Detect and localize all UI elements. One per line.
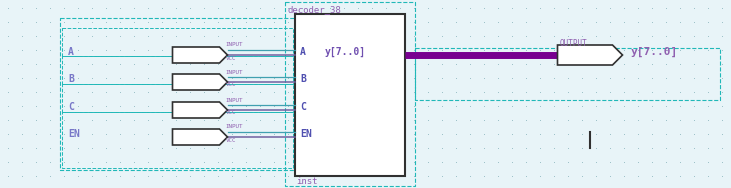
Polygon shape bbox=[558, 45, 623, 65]
Text: INPUT: INPUT bbox=[225, 98, 243, 102]
Polygon shape bbox=[173, 102, 227, 118]
Bar bbox=[295, 14, 405, 176]
Text: A: A bbox=[68, 47, 74, 57]
Text: OUTPUT: OUTPUT bbox=[559, 39, 587, 49]
Text: INPUT: INPUT bbox=[225, 124, 243, 130]
Text: INPUT: INPUT bbox=[225, 70, 243, 74]
Text: decoder_38: decoder_38 bbox=[287, 5, 341, 14]
Polygon shape bbox=[173, 129, 227, 145]
Text: A: A bbox=[300, 47, 306, 57]
Text: VCC: VCC bbox=[225, 83, 236, 87]
Polygon shape bbox=[173, 47, 227, 63]
Text: C: C bbox=[68, 102, 74, 112]
Text: EN: EN bbox=[68, 129, 80, 139]
Text: VCC: VCC bbox=[225, 55, 236, 61]
Text: y[7..0]: y[7..0] bbox=[325, 47, 366, 57]
Text: EN: EN bbox=[300, 129, 311, 139]
Text: C: C bbox=[300, 102, 306, 112]
Text: INPUT: INPUT bbox=[225, 42, 243, 48]
Text: VCC: VCC bbox=[225, 111, 236, 115]
Text: VCC: VCC bbox=[225, 137, 236, 143]
Polygon shape bbox=[173, 74, 227, 90]
Text: inst: inst bbox=[296, 177, 317, 186]
Text: B: B bbox=[300, 74, 306, 84]
Text: B: B bbox=[68, 74, 74, 84]
Text: y[7..0]: y[7..0] bbox=[631, 47, 678, 57]
